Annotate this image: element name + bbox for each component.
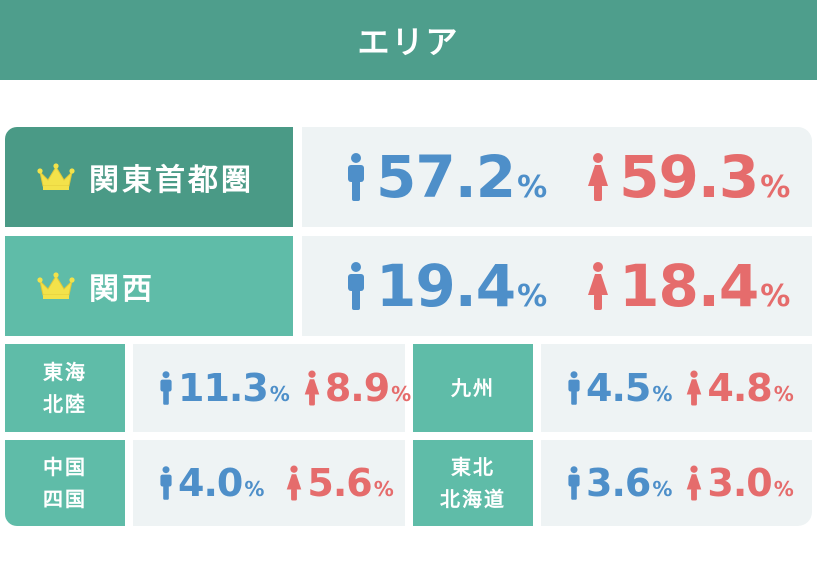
- region-label-tohoku-hokkaido: 東北 北海道: [413, 440, 533, 526]
- region-name-line: 四国: [43, 487, 87, 511]
- percent-unit: %: [652, 477, 673, 501]
- percent-unit: %: [760, 170, 791, 205]
- region-name: 九州: [451, 376, 495, 400]
- percent-unit: %: [760, 279, 791, 314]
- page-title: エリア: [357, 23, 460, 61]
- male-icon: [346, 260, 366, 312]
- male-icon: [159, 370, 173, 406]
- region-values-kyushu: 4.5 % 4.8 %: [541, 344, 812, 432]
- female-icon: [587, 260, 609, 312]
- male-stat: 4.5 %: [567, 366, 672, 410]
- male-percentage: 11.3: [178, 366, 269, 410]
- female-percentage: 59.3: [619, 143, 759, 211]
- percent-unit: %: [773, 382, 794, 406]
- crown-icon: [37, 272, 75, 300]
- percent-unit: %: [244, 477, 265, 501]
- header-bar: エリア: [0, 0, 817, 80]
- region-name-line: 東北: [451, 455, 495, 479]
- male-stat: 57.2 %: [346, 143, 547, 211]
- male-percentage: 3.6: [586, 461, 651, 505]
- female-percentage: 5.6: [307, 461, 372, 505]
- male-icon: [567, 370, 581, 406]
- male-icon: [159, 465, 173, 501]
- percent-unit: %: [773, 477, 794, 501]
- region-values-kanto: 57.2 % 59.3 %: [302, 127, 812, 227]
- region-label-tokai-hokuriku: 東海 北陸: [5, 344, 125, 432]
- male-percentage: 4.5: [586, 366, 651, 410]
- percent-unit: %: [269, 382, 290, 406]
- female-percentage: 3.0: [707, 461, 772, 505]
- region-name-line: 北海道: [440, 487, 506, 511]
- male-icon: [346, 151, 366, 203]
- male-stat: 11.3 %: [159, 366, 290, 410]
- region-values-chugoku-shikoku: 4.0 % 5.6 %: [133, 440, 405, 526]
- region-values-tokai-hokuriku: 11.3 % 8.9 %: [133, 344, 411, 432]
- region-name-line: 中国: [43, 455, 87, 479]
- male-stat: 4.0 %: [159, 461, 264, 505]
- female-stat: 8.9 %: [304, 366, 411, 410]
- male-icon: [567, 465, 581, 501]
- female-icon: [686, 465, 702, 501]
- region-label-kansai: 関西: [5, 236, 293, 336]
- female-percentage: 18.4: [619, 252, 759, 320]
- male-percentage: 4.0: [178, 461, 243, 505]
- region-values-tohoku-hokkaido: 3.6 % 3.0 %: [541, 440, 812, 526]
- male-stat: 19.4 %: [346, 252, 547, 320]
- female-percentage: 8.9: [324, 366, 390, 410]
- female-icon: [286, 465, 302, 501]
- region-name: 関西: [89, 272, 155, 307]
- percent-unit: %: [373, 477, 394, 501]
- female-icon: [587, 151, 609, 203]
- region-label-kanto: 関東首都圏: [5, 127, 293, 227]
- male-percentage: 57.2: [376, 143, 516, 211]
- percent-unit: %: [652, 382, 673, 406]
- female-stat: 59.3 %: [587, 143, 790, 211]
- female-stat: 4.8 %: [686, 366, 794, 410]
- female-stat: 18.4 %: [587, 252, 790, 320]
- percent-unit: %: [517, 279, 548, 314]
- female-icon: [686, 370, 702, 406]
- female-percentage: 4.8: [707, 366, 772, 410]
- female-stat: 5.6 %: [286, 461, 394, 505]
- region-name-line: 東海: [43, 360, 87, 384]
- male-percentage: 19.4: [376, 252, 516, 320]
- region-label-chugoku-shikoku: 中国 四国: [5, 440, 125, 526]
- female-icon: [304, 370, 320, 406]
- crown-icon: [37, 163, 75, 191]
- female-stat: 3.0 %: [686, 461, 794, 505]
- region-values-kansai: 19.4 % 18.4 %: [302, 236, 812, 336]
- region-name-line: 北陸: [43, 392, 87, 416]
- male-stat: 3.6 %: [567, 461, 672, 505]
- percent-unit: %: [517, 170, 548, 205]
- region-label-kyushu: 九州: [413, 344, 533, 432]
- region-name: 関東首都圏: [89, 163, 254, 198]
- percent-unit: %: [391, 382, 412, 406]
